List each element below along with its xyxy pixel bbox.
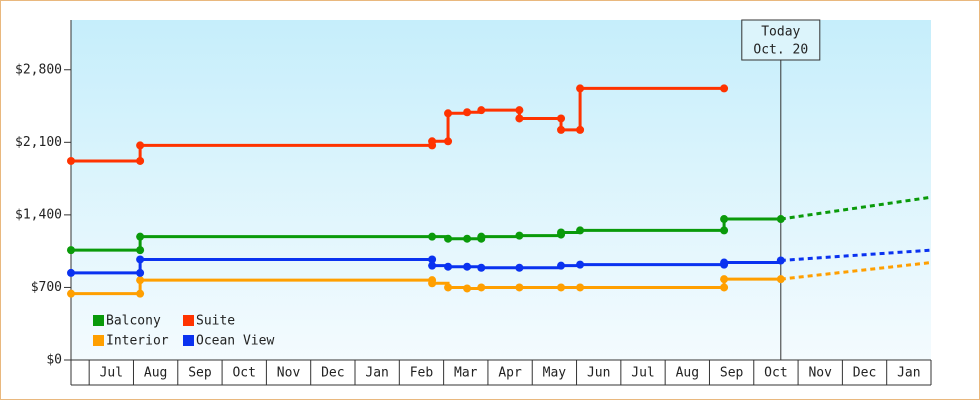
point xyxy=(444,109,453,118)
projection-line xyxy=(780,261,932,281)
point xyxy=(67,268,75,277)
point xyxy=(428,279,437,288)
point xyxy=(136,255,145,264)
point xyxy=(67,156,75,165)
point xyxy=(557,283,566,292)
y-tick-label: $1,400 xyxy=(15,207,62,222)
x-tick-label: Jan xyxy=(897,366,920,381)
projection-line xyxy=(780,195,932,221)
point xyxy=(720,215,729,224)
point xyxy=(136,289,145,298)
point xyxy=(720,283,729,292)
point xyxy=(515,283,524,292)
point xyxy=(576,226,585,235)
x-tick-label: Nov xyxy=(808,366,832,381)
point xyxy=(720,226,729,235)
x-tick-label: Dec xyxy=(321,366,344,381)
point xyxy=(444,262,453,271)
legend-swatch xyxy=(93,315,104,326)
x-tick-label: Jun xyxy=(587,366,610,381)
point xyxy=(557,125,566,134)
point xyxy=(720,84,729,93)
legend-label: Interior xyxy=(106,334,169,349)
x-tick-label: Oct xyxy=(232,366,255,381)
x-tick-label: Aug xyxy=(676,366,699,381)
point xyxy=(136,156,145,165)
point xyxy=(428,137,437,146)
point xyxy=(444,137,453,146)
point xyxy=(463,262,472,271)
point xyxy=(515,263,524,272)
point xyxy=(557,228,566,237)
point xyxy=(67,246,75,255)
x-tick-label: Jul xyxy=(631,366,654,381)
legend-label: Ocean View xyxy=(196,334,274,349)
point xyxy=(576,283,585,292)
legend-swatch xyxy=(183,315,194,326)
point xyxy=(557,261,566,270)
point xyxy=(776,256,785,265)
point xyxy=(136,276,145,285)
point xyxy=(463,284,472,293)
point xyxy=(776,275,785,284)
x-tick-label: May xyxy=(543,366,567,381)
point xyxy=(136,268,145,277)
point xyxy=(477,263,486,272)
point xyxy=(557,114,566,123)
y-tick-label: $700 xyxy=(31,280,62,295)
point xyxy=(515,114,524,123)
point xyxy=(515,106,524,115)
point xyxy=(428,255,437,264)
point xyxy=(428,261,437,270)
x-tick-label: Jul xyxy=(100,366,123,381)
x-tick-label: Nov xyxy=(277,366,301,381)
point xyxy=(67,289,75,298)
point xyxy=(477,283,486,292)
legend-swatch xyxy=(93,335,104,346)
point xyxy=(444,283,453,292)
plot-area xyxy=(71,20,931,360)
point xyxy=(576,260,585,269)
point xyxy=(444,234,453,243)
y-tick-label: $0 xyxy=(46,353,62,368)
x-tick-label: Aug xyxy=(144,366,167,381)
x-tick-label: Feb xyxy=(410,366,434,381)
point xyxy=(776,215,785,224)
point xyxy=(720,258,729,267)
point xyxy=(477,232,486,241)
today-box xyxy=(741,19,821,61)
legend-label: Suite xyxy=(196,314,235,329)
point xyxy=(515,231,524,240)
y-tick-label: $2,100 xyxy=(15,135,62,150)
point xyxy=(136,232,145,241)
point xyxy=(463,234,472,243)
x-tick-label: Sep xyxy=(188,366,212,381)
point xyxy=(576,125,585,134)
legend-swatch xyxy=(183,335,194,346)
point xyxy=(136,246,145,255)
point xyxy=(428,232,437,241)
x-tick-label: Mar xyxy=(454,366,478,381)
projection-line xyxy=(780,248,932,262)
point xyxy=(576,84,585,93)
y-tick-label: $2,800 xyxy=(15,62,62,77)
x-tick-label: Apr xyxy=(498,366,522,381)
x-tick-label: Oct xyxy=(764,366,787,381)
x-tick-label: Sep xyxy=(720,366,744,381)
x-tick-label: Dec xyxy=(853,366,876,381)
today-label: Today xyxy=(761,25,800,40)
legend-label: Balcony xyxy=(106,314,161,329)
x-tick-label: Jan xyxy=(365,366,388,381)
point xyxy=(136,141,145,150)
point xyxy=(477,106,486,115)
today-label: Oct. 20 xyxy=(753,43,808,58)
point xyxy=(720,275,729,284)
point xyxy=(463,108,472,117)
